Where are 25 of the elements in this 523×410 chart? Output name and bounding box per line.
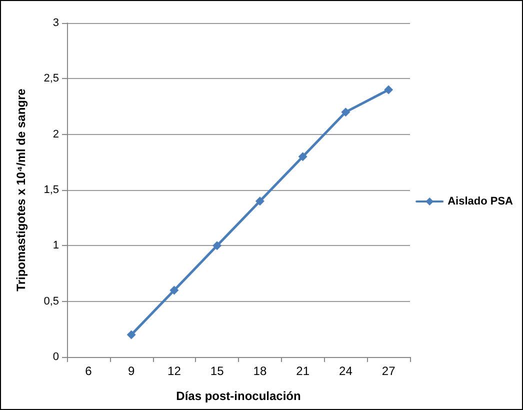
x-tick-label: 12	[168, 364, 182, 378]
x-tick-label: 15	[210, 364, 224, 378]
legend-label: Aislado PSA	[448, 196, 514, 208]
y-tick-label: 0	[52, 351, 59, 363]
point	[170, 286, 179, 295]
point	[126, 330, 136, 340]
y-axis-title: Tripomastigotes x 10⁴/ml de sangre	[14, 88, 28, 292]
x-tick-label: 27	[382, 364, 396, 378]
point	[341, 108, 350, 117]
y-tick-label: 1,5	[44, 184, 59, 196]
point	[212, 241, 222, 250]
x-axis-title: Días post-inoculación	[176, 389, 301, 403]
x-tick-label: 6	[85, 364, 92, 378]
x-tick-label: 18	[253, 364, 267, 378]
y-tick-label: 2,5	[44, 72, 59, 85]
point	[255, 196, 264, 206]
x-tick-label: 24	[339, 364, 353, 378]
y-tick-label: 1	[52, 240, 59, 252]
point	[384, 85, 394, 94]
y-tick-label: 0,5	[44, 295, 59, 308]
y-tick-label: 3	[52, 17, 59, 29]
x-tick-label: 21	[296, 364, 310, 378]
point	[298, 152, 308, 162]
x-tick-label: 9	[128, 364, 135, 378]
y-tick-label: 2	[52, 128, 59, 140]
